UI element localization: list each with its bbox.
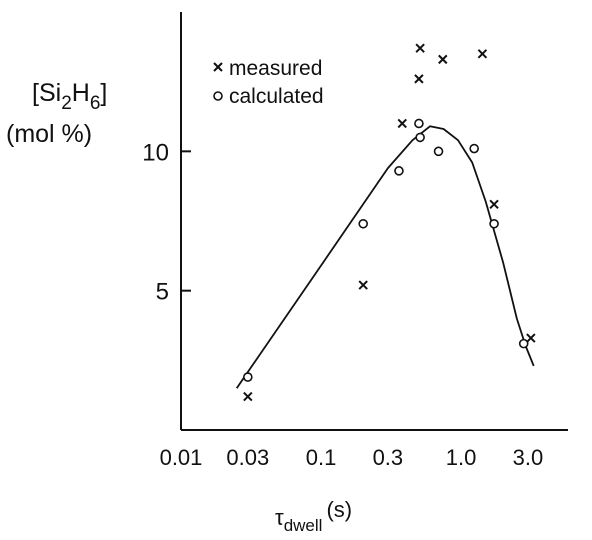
y-tick-label: 10 <box>142 139 169 166</box>
axes <box>180 12 568 431</box>
tick-labels: 5 10 0.01 0.03 0.1 0.3 1.0 3.0 <box>142 139 543 470</box>
calculated-point <box>433 146 444 157</box>
measured-point-stroke <box>489 199 499 209</box>
legend-label-measured: measured <box>229 57 322 80</box>
measured-point-stroke <box>358 280 368 290</box>
x-tick-label: 0.1 <box>306 445 337 470</box>
measured-point-stroke <box>415 43 425 53</box>
legend-marker-measured <box>213 62 223 72</box>
calculated-point <box>358 218 369 229</box>
y-axis-label-line2: (mol %) <box>6 120 92 148</box>
legend: measured calculated <box>213 57 324 108</box>
data-markers <box>243 43 536 402</box>
measured-point-stroke <box>414 74 424 84</box>
calculated-point <box>243 372 253 382</box>
measured-point <box>358 280 368 290</box>
x-tick-label: 3.0 <box>513 445 544 470</box>
legend-label-calculated: calculated <box>229 85 324 108</box>
x-tick-label: 1.0 <box>446 445 477 470</box>
fit-curve-layer <box>235 125 535 389</box>
measured-point <box>243 391 253 402</box>
x-tick-label: 0.3 <box>373 445 404 470</box>
measured-point <box>415 43 425 53</box>
measured-point-stroke <box>526 333 536 343</box>
measured-point <box>438 54 448 65</box>
measured-point <box>489 199 499 209</box>
calculated-point <box>518 338 529 349</box>
measured-point-stroke <box>438 54 448 65</box>
measured-point <box>414 74 424 84</box>
x-tick-label: 0.01 <box>160 445 203 470</box>
y-tick-label: 5 <box>156 279 169 306</box>
measured-point <box>526 333 536 343</box>
measured-point <box>477 49 488 59</box>
x-axis-label: τdwell(s) <box>275 497 352 535</box>
calculated-point <box>489 218 499 229</box>
calculated-point <box>415 132 425 143</box>
calculated-point <box>414 118 424 129</box>
fit-curve <box>235 125 535 389</box>
legend-marker-calculated <box>213 91 223 101</box>
measured-point-stroke <box>397 118 407 129</box>
y-axis-label-line1: [Si2H6] <box>32 79 107 114</box>
measured-point-stroke <box>243 391 253 402</box>
calculated-point <box>394 166 404 176</box>
measured-point <box>397 118 407 129</box>
x-tick-label: 0.03 <box>226 445 269 470</box>
measured-point-stroke <box>477 49 488 59</box>
calculated-point <box>469 143 479 154</box>
